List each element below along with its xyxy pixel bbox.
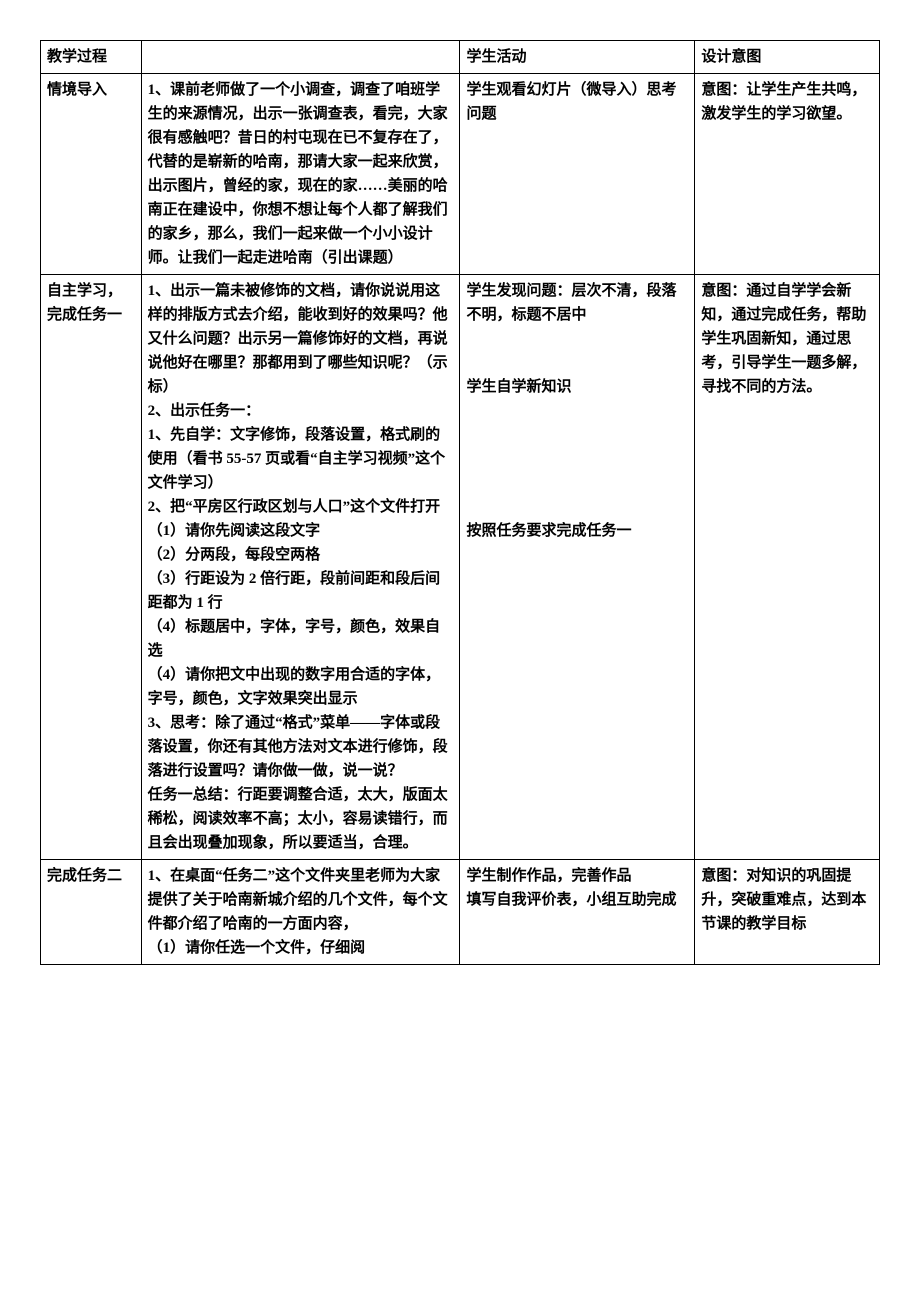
cell-intent-text: 意图：对知识的巩固提升，突破重难点，达到本节课的教学目标 — [701, 868, 866, 932]
cell-teach: 1、课前老师做了一个小调查，调查了咱班学生的来源情况，出示一张调查表，看完，大家… — [141, 74, 460, 275]
table-row: 自主学习，完成任务一 1、出示一篇未被修饰的文档，请你说说用这样的排版方式去介绍… — [41, 275, 880, 860]
header-stage: 教学过程 — [41, 41, 142, 74]
table-row: 情境导入 1、课前老师做了一个小调查，调查了咱班学生的来源情况，出示一张调查表，… — [41, 74, 880, 275]
table-header-row: 教学过程 学生活动 设计意图 — [41, 41, 880, 74]
cell-intent-text: 意图：让学生产生共鸣，激发学生的学习欲望。 — [701, 82, 866, 122]
cell-teach-text: 1、出示一篇未被修饰的文档，请你说说用这样的排版方式去介绍，能收到好的效果吗？他… — [148, 283, 448, 851]
cell-stage-text: 自主学习，完成任务一 — [47, 283, 122, 323]
cell-stage-text: 情境导入 — [47, 82, 107, 98]
table-row: 完成任务二 1、在桌面“任务二”这个文件夹里老师为大家提供了关于哈南新城介绍的几… — [41, 860, 880, 965]
cell-stage: 自主学习，完成任务一 — [41, 275, 142, 860]
cell-student-text: 学生制作作品，完善作品 填写自我评价表，小组互助完成 — [466, 868, 676, 908]
cell-stage-text: 完成任务二 — [47, 868, 122, 884]
cell-student: 学生发现问题：层次不清，段落不明，标题不居中 学生自学新知识 按照任务要求完成任… — [460, 275, 695, 860]
cell-student: 学生制作作品，完善作品 填写自我评价表，小组互助完成 — [460, 860, 695, 965]
cell-teach: 1、在桌面“任务二”这个文件夹里老师为大家提供了关于哈南新城介绍的几个文件，每个… — [141, 860, 460, 965]
lesson-plan-table: 教学过程 学生活动 设计意图 情境导入 1、课前老师做了一个小调查，调查了咱班学… — [40, 40, 880, 965]
cell-teach: 1、出示一篇未被修饰的文档，请你说说用这样的排版方式去介绍，能收到好的效果吗？他… — [141, 275, 460, 860]
cell-student: 学生观看幻灯片（微导入）思考问题 — [460, 74, 695, 275]
cell-intent: 意图：通过自学学会新知，通过完成任务，帮助学生巩固新知，通过思考，引导学生一题多… — [695, 275, 880, 860]
header-student: 学生活动 — [460, 41, 695, 74]
cell-teach-text: 1、课前老师做了一个小调查，调查了咱班学生的来源情况，出示一张调查表，看完，大家… — [148, 82, 448, 266]
cell-stage: 完成任务二 — [41, 860, 142, 965]
header-teach — [141, 41, 460, 74]
cell-student-text: 学生观看幻灯片（微导入）思考问题 — [466, 82, 676, 122]
cell-stage: 情境导入 — [41, 74, 142, 275]
cell-intent: 意图：让学生产生共鸣，激发学生的学习欲望。 — [695, 74, 880, 275]
cell-intent-text: 意图：通过自学学会新知，通过完成任务，帮助学生巩固新知，通过思考，引导学生一题多… — [701, 283, 866, 395]
header-intent: 设计意图 — [695, 41, 880, 74]
cell-student-text: 学生发现问题：层次不清，段落不明，标题不居中 学生自学新知识 按照任务要求完成任… — [466, 283, 676, 539]
cell-teach-text: 1、在桌面“任务二”这个文件夹里老师为大家提供了关于哈南新城介绍的几个文件，每个… — [148, 868, 448, 956]
cell-intent: 意图：对知识的巩固提升，突破重难点，达到本节课的教学目标 — [695, 860, 880, 965]
